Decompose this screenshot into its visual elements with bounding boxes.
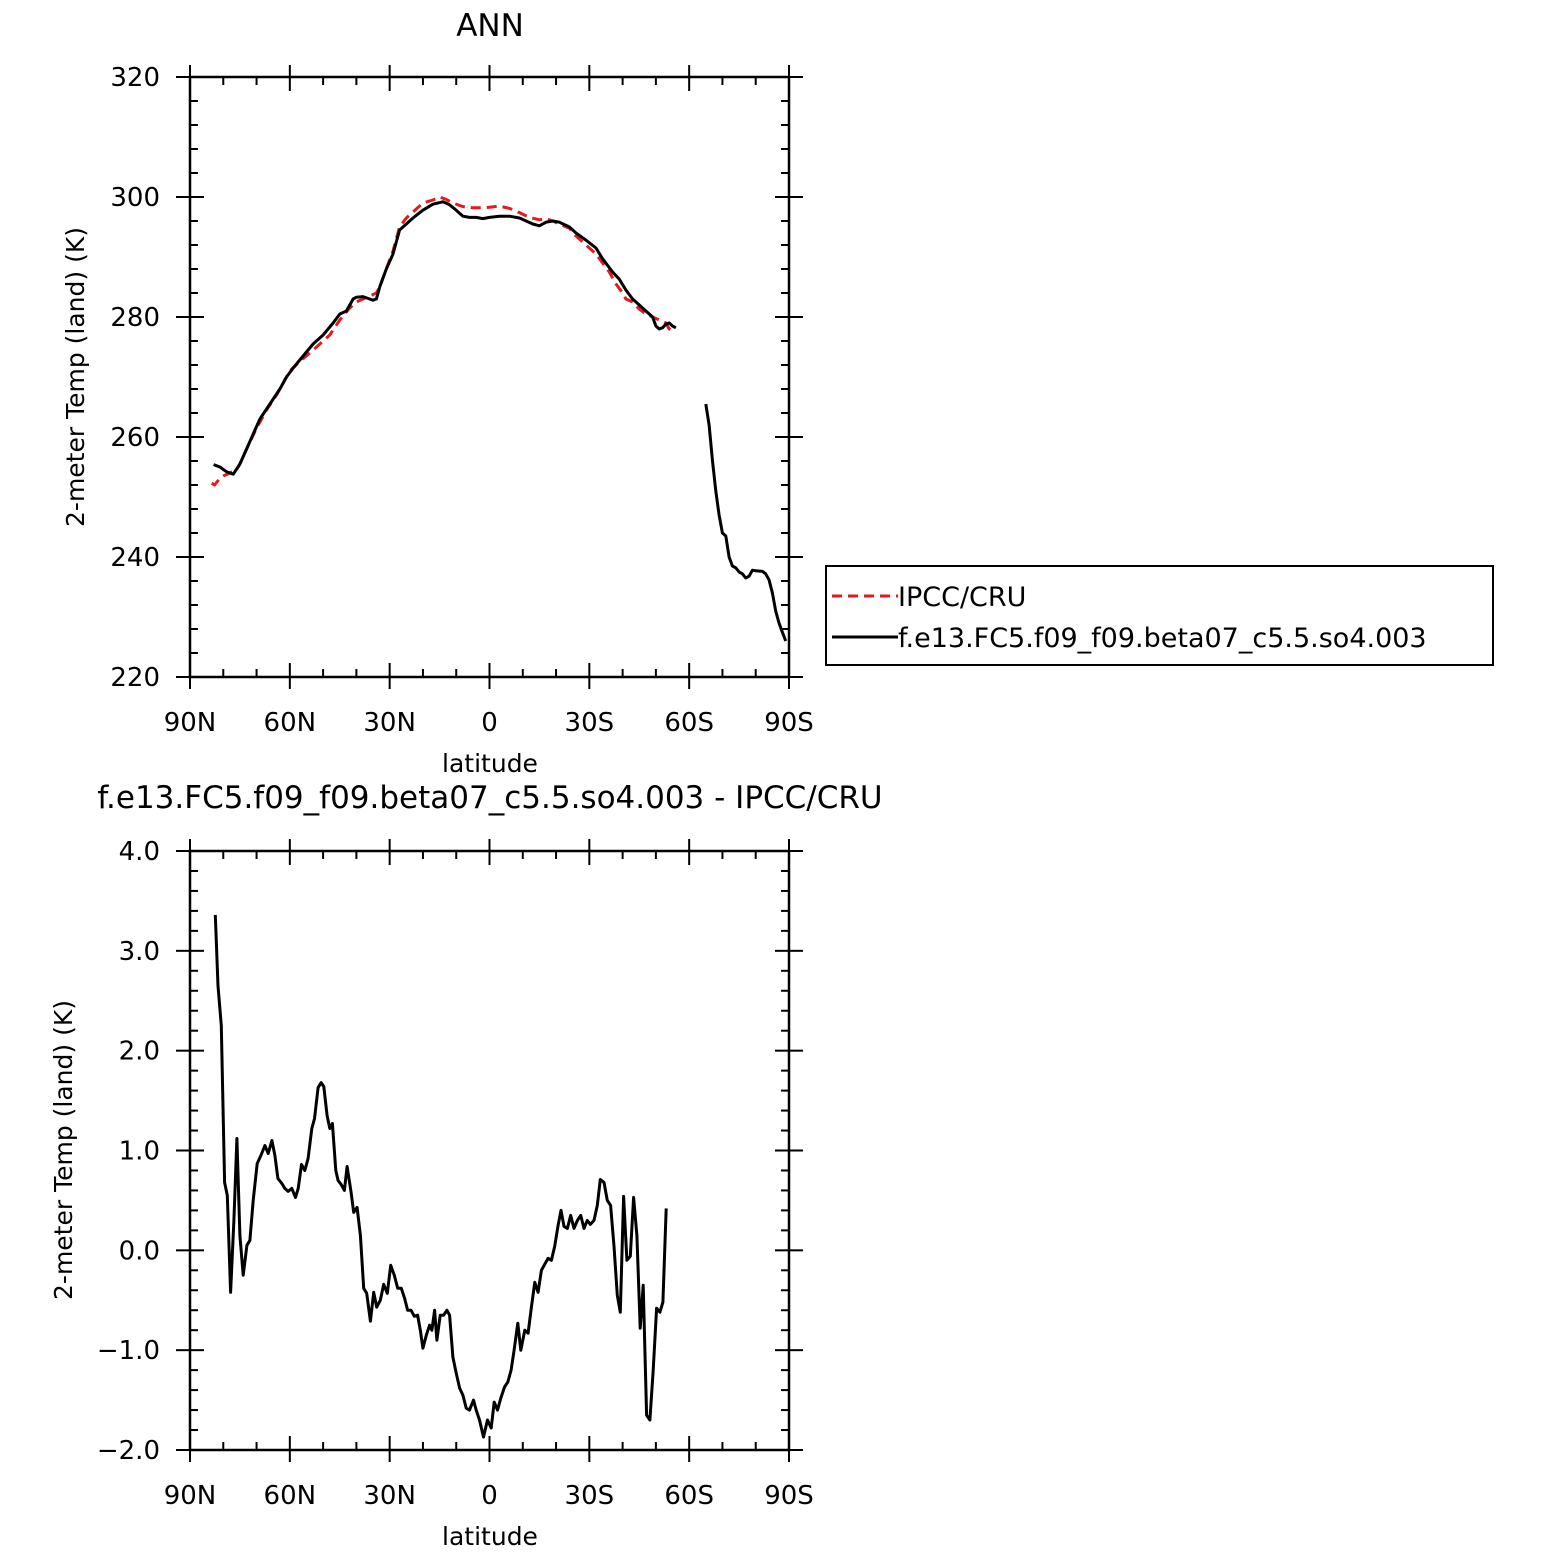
series-line-0 [213,914,668,1439]
top-axis-ticks [176,65,803,689]
y-tick-label: 240 [110,543,160,573]
y-tick-label: 2.0 [119,1037,160,1067]
x-tick-label: 90S [764,1481,814,1511]
top-x-axis-title: latitude [442,749,538,778]
y-tick-label: −1.0 [97,1336,160,1366]
x-tick-label: 90N [164,1481,217,1511]
bottom-x-tick-labels: 90N 60N 30N 0 30S 60S 90S [164,1481,814,1511]
top-y-tick-labels: 220 240 260 280 300 320 [110,63,160,693]
series-line-0 [210,195,675,487]
bottom-axis-ticks [176,839,803,1462]
top-plot-title: ANN [456,8,524,44]
y-tick-label: −2.0 [97,1436,160,1466]
series-line-1 [213,200,677,476]
bottom-panel: f.e13.FC5.f09_f09.beta07_c5.5.so4.003 - … [49,780,883,1551]
x-tick-label: 0 [481,1481,498,1511]
x-tick-label: 30N [363,708,416,738]
y-tick-label: 300 [110,183,160,213]
y-tick-label: 1.0 [119,1137,160,1167]
legend-label-ipcc: IPCC/CRU [898,582,1026,613]
y-tick-label: 4.0 [119,837,160,867]
x-tick-label: 60S [664,1481,714,1511]
x-tick-label: 30S [565,708,615,738]
top-panel: ANN 90N 60N 30N 0 30S 60S 90S 220 240 260 280 300 3… [61,8,814,778]
legend-box [825,565,1494,666]
bottom-x-axis-title: latitude [442,1522,538,1551]
y-tick-label: 3.0 [119,937,160,967]
y-tick-label: 220 [110,663,160,693]
top-x-tick-labels: 90N 60N 30N 0 30S 60S 90S [164,708,814,738]
y-tick-label: 260 [110,423,160,453]
bottom-y-axis-title: 2-meter Temp (land) (K) [49,1000,78,1300]
x-tick-label: 0 [481,708,498,738]
y-tick-label: 0.0 [119,1236,160,1266]
bottom-plot-title: f.e13.FC5.f09_f09.beta07_c5.5.so4.003 - … [97,780,882,816]
x-tick-label: 90N [164,708,217,738]
bottom-series-lines [213,914,668,1439]
top-y-axis-title: 2-meter Temp (land) (K) [61,227,90,527]
x-tick-label: 30S [565,1481,615,1511]
top-plot-frame [188,75,791,679]
x-tick-label: 60N [264,1481,317,1511]
x-tick-label: 60S [664,708,714,738]
bottom-y-tick-labels: −2.0 −1.0 0.0 1.0 2.0 3.0 4.0 [97,837,160,1466]
series-line-1 [704,403,788,642]
x-tick-label: 30N [363,1481,416,1511]
legend-label-model: f.e13.FC5.f09_f09.beta07_c5.5.so4.003 [898,623,1427,654]
x-tick-label: 90S [764,708,814,738]
top-series-lines [210,195,788,642]
bottom-plot-frame [188,849,791,1452]
x-tick-label: 60N [264,708,317,738]
y-tick-label: 280 [110,303,160,333]
legend: IPCC/CRU f.e13.FC5.f09_f09.beta07_c5.5.s… [825,565,1494,666]
y-tick-label: 320 [110,63,160,93]
